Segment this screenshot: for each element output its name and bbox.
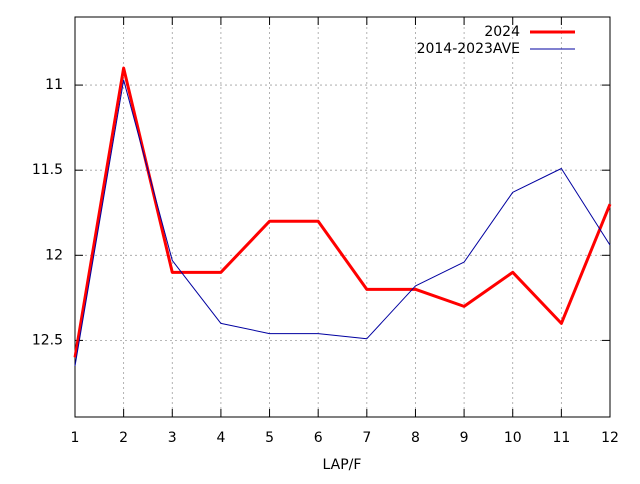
x-tick-label: 11 [552,430,570,446]
x-tick-label: 3 [168,430,177,446]
x-tick-label: 4 [216,430,225,446]
legend-label: 2014-2023AVE [417,41,520,57]
x-tick-label: 5 [265,430,274,446]
x-tick-label: 1 [71,430,80,446]
y-tick-label: 11 [45,77,63,93]
line-series [73,66,612,358]
x-tick-label: 9 [460,430,469,446]
y-tick-label: 12 [45,247,63,263]
y-tick-label: 11.5 [32,162,63,178]
x-tick-label: 6 [314,430,323,446]
x-axis-label: LAP/F [323,457,362,473]
plot-frame [74,16,611,418]
line-series [74,79,611,367]
x-tick-label: 12 [601,430,619,446]
y-tick-label: 12.5 [32,332,63,348]
x-tick-label: 7 [362,430,371,446]
legend-label: 2024 [484,24,520,40]
x-tick-label: 2 [119,430,128,446]
x-tick-label: 8 [411,430,420,446]
x-tick-label: 10 [504,430,522,446]
